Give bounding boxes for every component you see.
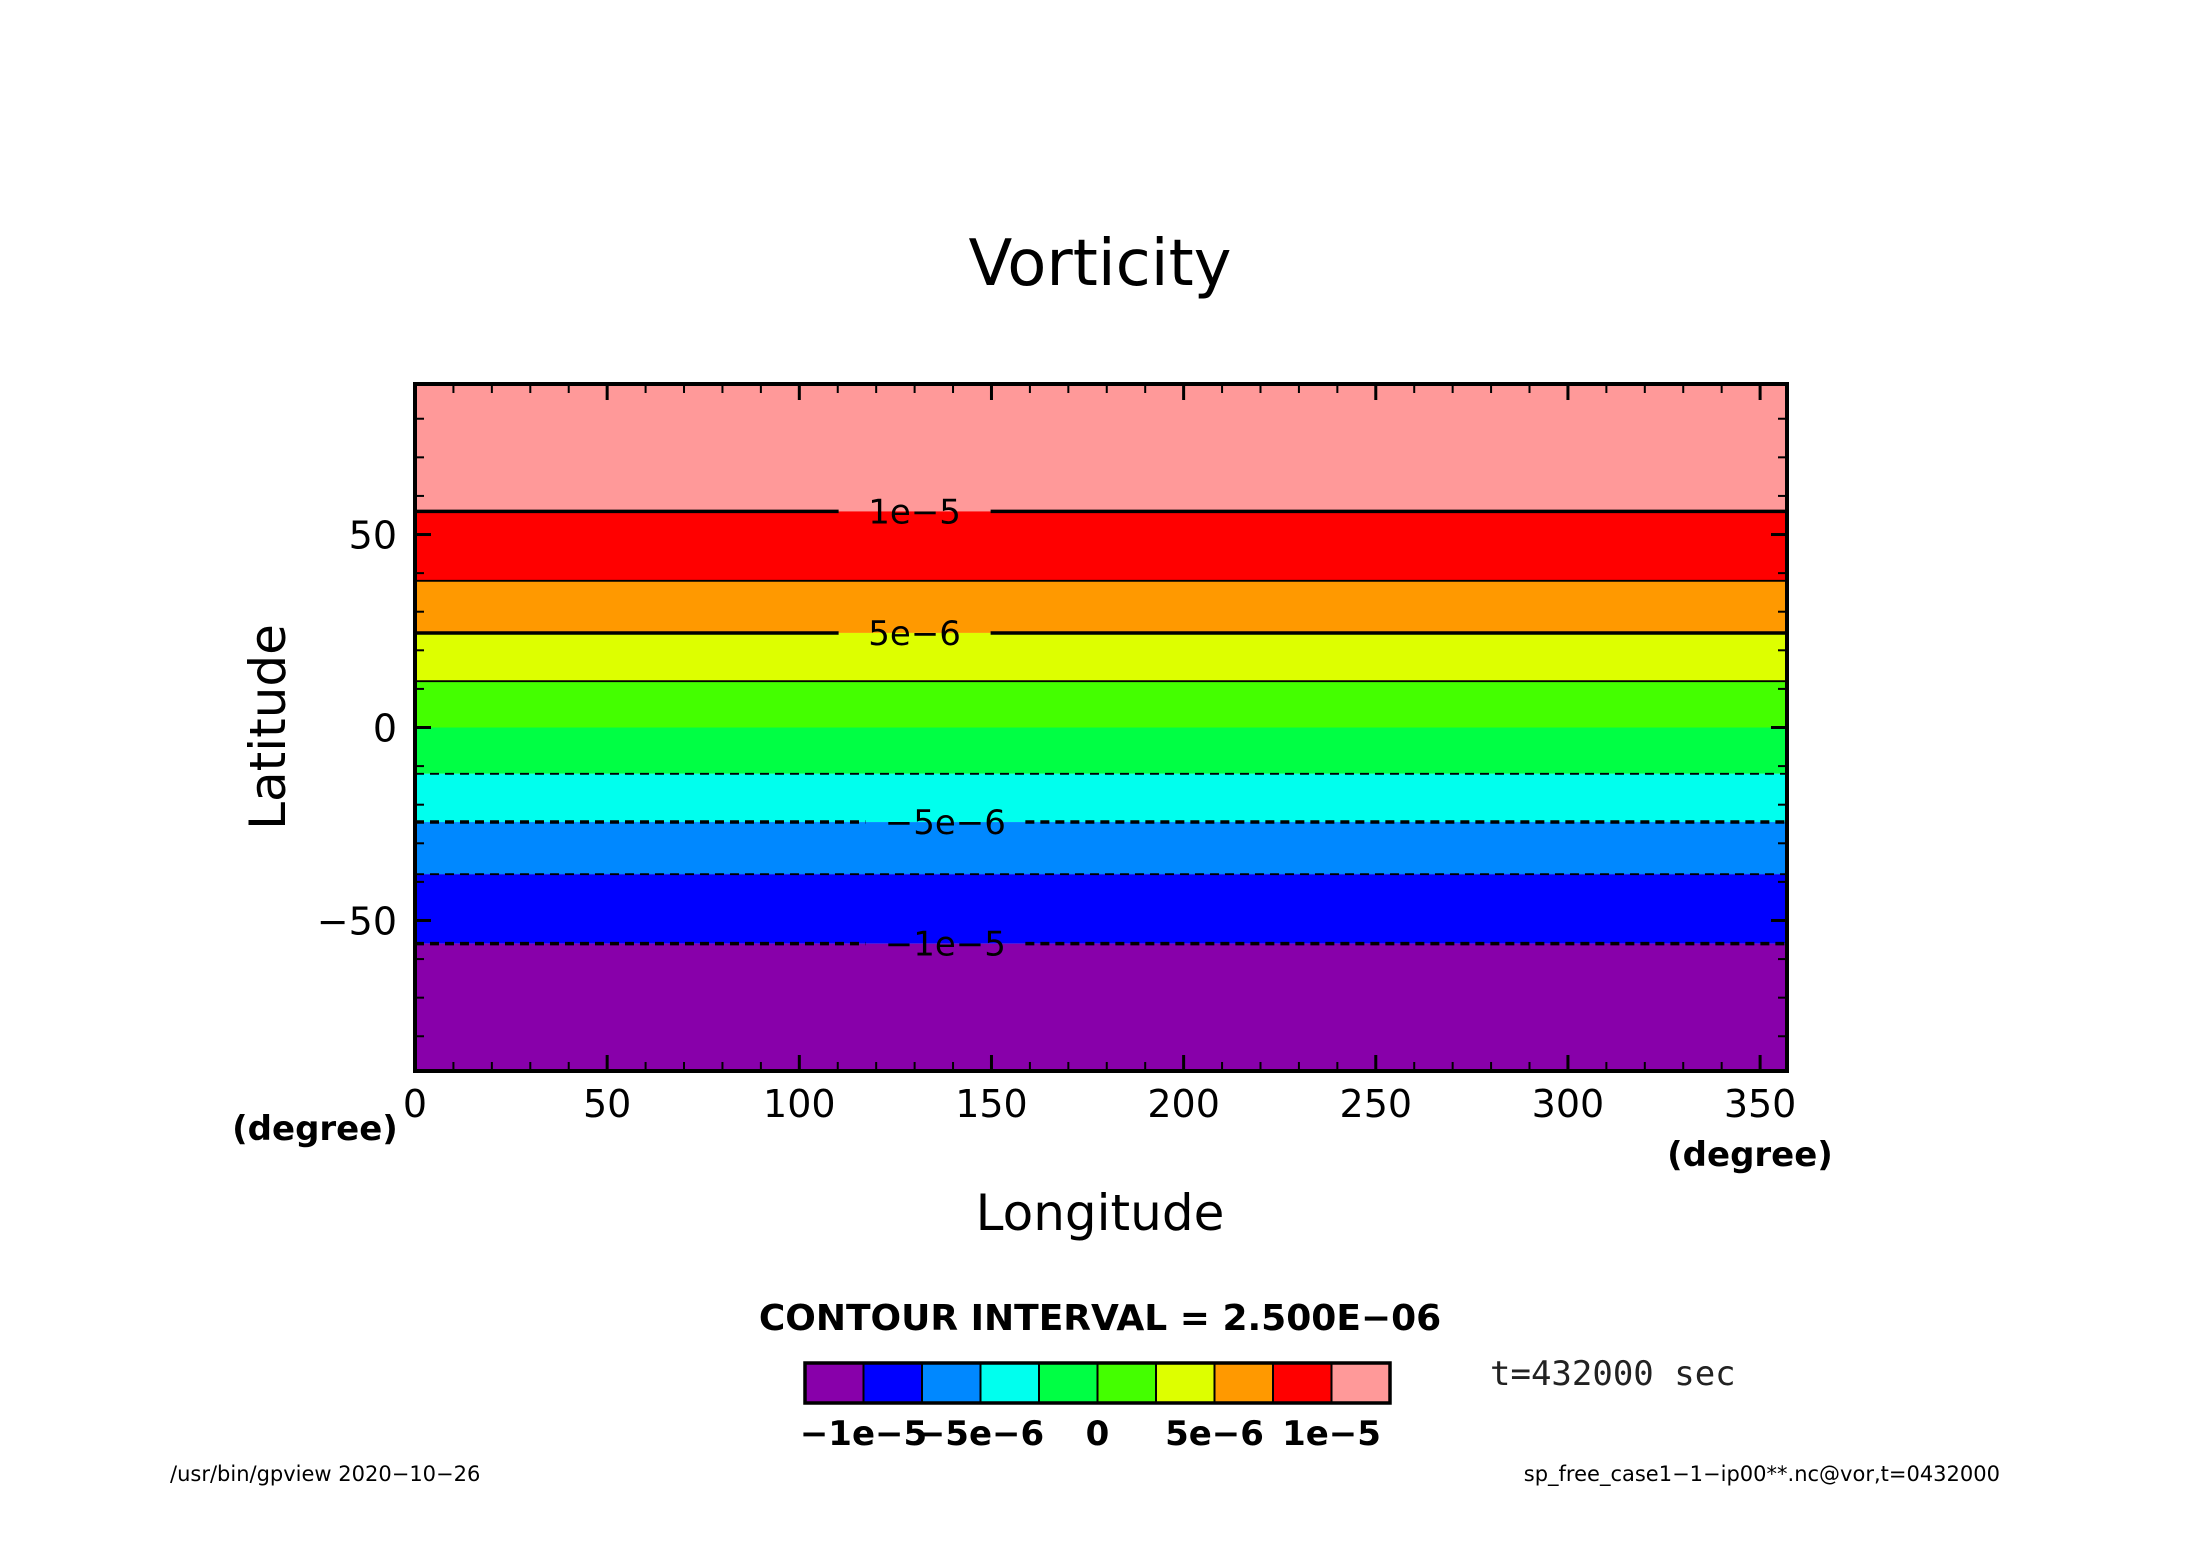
colorbar-frame (803, 1361, 1392, 1405)
colorbar-swatch-2 (921, 1362, 982, 1404)
contour-label-2: 5e−6 (868, 614, 961, 654)
y-tick-label: −50 (317, 899, 397, 943)
colorbar-swatch-6 (1155, 1362, 1216, 1404)
color-bands (415, 384, 1787, 1071)
colorbar-swatch-8 (1272, 1362, 1333, 1404)
contour-label-0: 1e−5 (868, 492, 961, 532)
color-band-4 (415, 681, 1787, 728)
colorbar (803, 1361, 1392, 1405)
colorbar-swatch-0 (804, 1362, 865, 1404)
colorbar-swatch-9 (1330, 1362, 1391, 1404)
x-tick-label: 200 (1147, 1082, 1220, 1126)
colorbar-swatch-1 (862, 1362, 923, 1404)
colorbar-label: 1e−5 (1282, 1414, 1381, 1454)
y-tick-labels: 50 0 −50 (317, 514, 397, 944)
y-axis-unit-label: (degree) (232, 1109, 398, 1149)
x-tick-label: 300 (1532, 1082, 1605, 1126)
time-label: t=432000 sec (1490, 1354, 1736, 1394)
color-band-0 (415, 384, 1787, 512)
x-tick-label: 150 (955, 1082, 1028, 1126)
colorbar-label: 0 (1086, 1414, 1110, 1454)
colorbar-swatch-4 (1038, 1362, 1099, 1404)
footer-left: /usr/bin/gpview 2020−10−26 (170, 1462, 480, 1486)
color-band-2 (415, 580, 1787, 633)
colorbar-swatch-3 (979, 1362, 1040, 1404)
x-axis-unit-label: (degree) (1667, 1135, 1833, 1175)
x-tick-label: 350 (1724, 1082, 1797, 1126)
y-tick-label: 50 (349, 514, 397, 558)
contour-lines: 1e−5 5e−6 −5e−6 −1e−5 (415, 492, 1787, 965)
colorbar-label: 5e−6 (1165, 1414, 1264, 1454)
color-band-5 (415, 727, 1787, 774)
color-band-6 (415, 773, 1787, 823)
plot-frame (413, 382, 1789, 1073)
color-band-8 (415, 874, 1787, 944)
x-tick-label: 0 (403, 1082, 427, 1126)
y-axis-label: Latitude (239, 624, 297, 830)
colorbar-label: −1e−5 (800, 1414, 927, 1454)
color-band-1 (415, 511, 1787, 581)
x-tick-label: 100 (763, 1082, 836, 1126)
colorbar-swatch-7 (1213, 1362, 1274, 1404)
contour-interval-text: CONTOUR INTERVAL = 2.500E−06 (759, 1298, 1441, 1339)
color-band-3 (415, 632, 1787, 682)
colorbar-swatch-5 (1096, 1362, 1157, 1404)
colorbar-label: −5e−6 (917, 1414, 1044, 1454)
color-band-9 (415, 943, 1787, 1071)
x-tick-label: 250 (1340, 1082, 1413, 1126)
color-band-7 (415, 822, 1787, 875)
x-tick-label: 50 (583, 1082, 631, 1126)
contour-label-7: −1e−5 (885, 925, 1006, 965)
x-axis-label: Longitude (976, 1184, 1225, 1242)
chart-title: Vorticity (968, 227, 1231, 301)
x-tick-labels: 0 50 100 150 200 250 300 350 (403, 1082, 1796, 1126)
footer-right: sp_free_case1−1−ip00**.nc@vor,t=0432000 (1524, 1462, 2000, 1487)
colorbar-labels: −1e−5−5e−6 0 5e−6 1e−5 (800, 1414, 1381, 1454)
y-tick-label: 0 (373, 707, 397, 751)
contour-label-5: −5e−6 (885, 803, 1006, 843)
